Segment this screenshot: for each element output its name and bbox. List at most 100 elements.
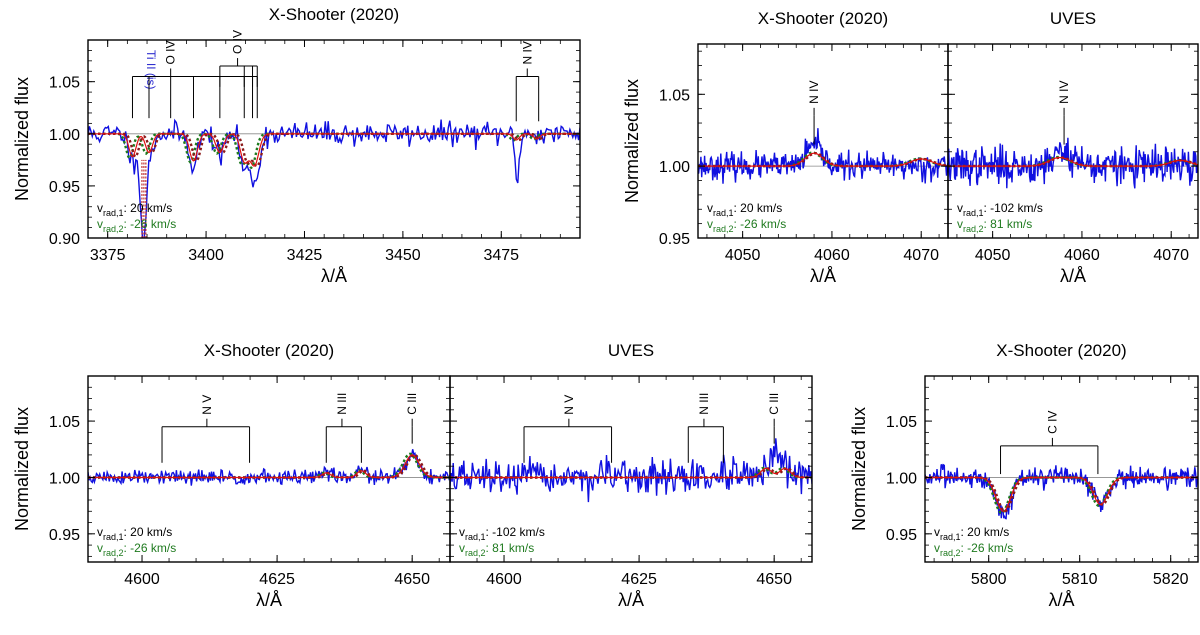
model-composite: [925, 476, 1198, 512]
line-id-label: O IV: [231, 30, 245, 54]
x-tick-label: 4050: [725, 247, 761, 264]
x-tick-label: 5800: [971, 571, 1007, 588]
line-id: N IV: [807, 81, 821, 145]
x-tick-label: 4070: [903, 247, 939, 264]
y-tick-label: 1.05: [659, 87, 690, 104]
x-tick-label: 3475: [483, 247, 519, 264]
x-tick-label: 4650: [756, 571, 792, 588]
vrad1-annotation: vrad,1: 20 km/s: [97, 525, 172, 542]
x-tick-label: 3400: [188, 247, 224, 264]
line-id: O IV: [219, 30, 258, 87]
panel-title: X-Shooter (2020): [204, 341, 334, 360]
panel-title: UVES: [1050, 9, 1096, 28]
y-axis-label: Normalized flux: [849, 407, 869, 531]
vrad1-subscript: rad,1: [103, 532, 124, 542]
vrad2-value: : 81 km/s: [486, 541, 535, 555]
line-id: N IV: [1057, 81, 1071, 145]
vrad2-subscript: rad,2: [940, 548, 961, 558]
panel-p6: X-Shooter (2020) C IV 5800 5810 5820 0.95 1.00…: [849, 341, 1199, 610]
x-axis-label: λ/Å: [810, 266, 836, 286]
x-tick-label: 3425: [287, 247, 323, 264]
plot-area: [88, 118, 580, 238]
vrad1-subscript: rad,1: [940, 532, 961, 542]
plot-area: [925, 463, 1198, 520]
vrad1-value: : 20 km/s: [124, 525, 173, 539]
vrad2-annotation: vrad,2: -26 km/s: [97, 541, 176, 558]
vrad1-annotation: vrad,1: -102 km/s: [957, 201, 1043, 218]
vrad1-value: : 20 km/s: [734, 201, 783, 215]
model-composite: [88, 454, 450, 479]
observed-spectrum: [88, 449, 450, 486]
vrad2-annotation: vrad,2: -26 km/s: [707, 217, 786, 234]
model-composite: [948, 156, 1198, 167]
ism-label: Ti II (is): [144, 50, 158, 90]
y-tick-label: 1.00: [659, 159, 690, 176]
y-tick-label: 1.05: [886, 414, 917, 431]
line-id-label: C III: [767, 393, 781, 415]
vrad2-annotation: vrad,2: 81 km/s: [459, 541, 534, 558]
vrad1-subscript: rad,1: [103, 208, 124, 218]
vrad1-annotation: vrad,1: -102 km/s: [459, 525, 545, 542]
model-composite: [88, 133, 580, 167]
vrad2-subscript: rad,2: [103, 548, 124, 558]
vrad2-subscript: rad,2: [465, 548, 486, 558]
vrad1-symbol: v: [459, 525, 465, 539]
line-id-label: C IV: [1045, 411, 1059, 434]
model-composite: [450, 467, 812, 479]
x-tick-label: 3375: [90, 247, 126, 264]
line-id: C IV: [1000, 411, 1099, 475]
panel-title: X-Shooter (2020): [758, 9, 888, 28]
line-id: Ti II (is): [141, 50, 158, 238]
vrad2-symbol: v: [459, 541, 465, 555]
vrad1-symbol: v: [707, 201, 713, 215]
vrad2-value: : -26 km/s: [734, 217, 787, 231]
vrad2-value: : -26 km/s: [124, 217, 177, 231]
y-tick-label: 0.90: [49, 231, 80, 248]
axes-frame: [947, 43, 1199, 239]
x-tick-label: 5820: [1153, 571, 1189, 588]
plot-area: [948, 137, 1198, 189]
panel-title: X-Shooter (2020): [269, 5, 399, 24]
observed-spectrum: [698, 128, 948, 184]
y-tick-label: 1.05: [49, 75, 80, 92]
x-axis-label: λ/Å: [1048, 590, 1074, 610]
vrad2-subscript: rad,2: [963, 224, 984, 234]
panel-title: X-Shooter (2020): [996, 341, 1126, 360]
vrad2-subscript: rad,2: [103, 224, 124, 234]
vrad2-symbol: v: [97, 217, 103, 231]
observed-spectrum: [948, 137, 1198, 189]
vrad2-annotation: vrad,2: -26 km/s: [97, 217, 176, 234]
panel-p4: X-Shooter (2020) N V N III C III 4600 4625 465…: [12, 341, 451, 610]
line-id: C III: [767, 393, 781, 444]
y-axis-label: Normalized flux: [12, 407, 32, 531]
vrad1-value: : 20 km/s: [124, 201, 173, 215]
vrad2-symbol: v: [957, 217, 963, 231]
panel-title: UVES: [608, 341, 654, 360]
x-tick-label: 4600: [124, 571, 160, 588]
line-id-label: O IV: [164, 40, 178, 64]
plot-area: [88, 449, 450, 486]
vrad1-symbol: v: [97, 525, 103, 539]
line-id-label: N IV: [520, 41, 534, 64]
vrad1-subscript: rad,1: [713, 208, 734, 218]
vrad2-symbol: v: [97, 541, 103, 555]
vrad1-annotation: vrad,1: 20 km/s: [707, 201, 782, 218]
vrad1-value: : -102 km/s: [486, 525, 545, 539]
observed-spectrum: [450, 438, 812, 503]
vrad2-annotation: vrad,2: -26 km/s: [934, 541, 1013, 558]
x-tick-label: 4625: [621, 571, 657, 588]
line-id: N V: [523, 395, 613, 463]
vrad1-annotation: vrad,1: 20 km/s: [934, 525, 1009, 542]
vrad2-symbol: v: [707, 217, 713, 231]
line-id-label: N IV: [1057, 81, 1071, 104]
y-tick-label: 0.95: [49, 527, 80, 544]
vrad2-value: : -26 km/s: [961, 541, 1014, 555]
axes-frame: [449, 375, 813, 563]
line-id-label: N V: [200, 395, 214, 415]
x-axis-label: λ/Å: [256, 590, 282, 610]
x-axis-label: λ/Å: [321, 266, 347, 286]
y-tick-label: 1.00: [49, 127, 80, 144]
line-id: N III: [325, 393, 362, 463]
y-tick-label: 0.95: [49, 179, 80, 196]
